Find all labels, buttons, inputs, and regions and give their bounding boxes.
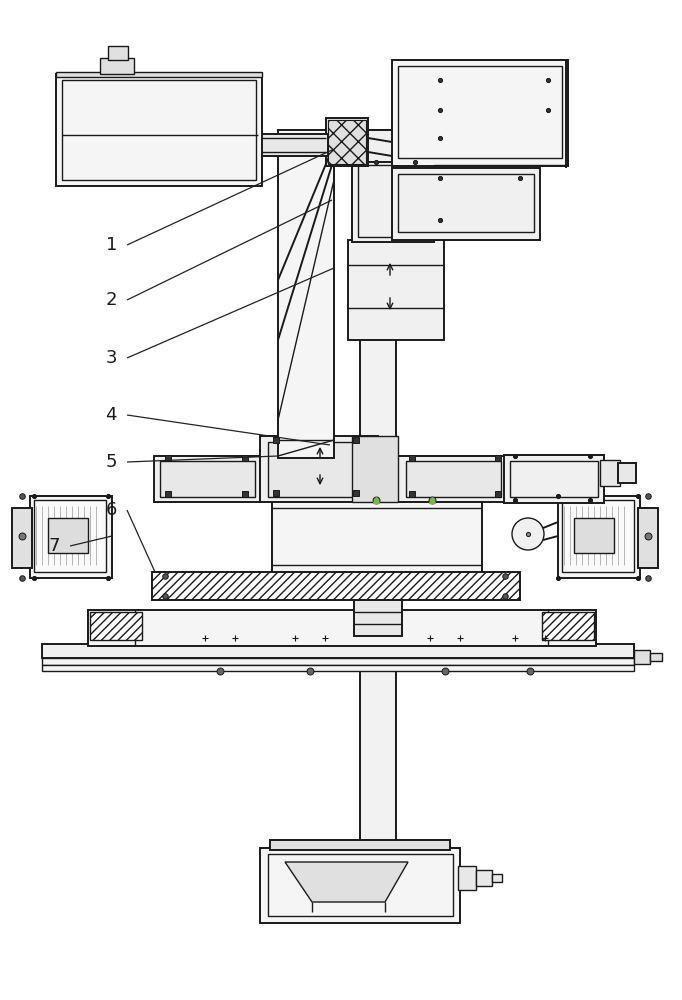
Circle shape — [512, 518, 544, 550]
Polygon shape — [285, 862, 408, 902]
Bar — [326, 118, 368, 166]
Bar — [56, 72, 262, 77]
Bar — [634, 650, 650, 664]
Bar — [12, 508, 32, 568]
Bar — [160, 461, 255, 497]
Text: 4: 4 — [106, 406, 117, 424]
Bar — [48, 518, 88, 553]
Bar — [354, 600, 402, 636]
Bar — [574, 518, 614, 553]
Text: 5: 5 — [106, 453, 117, 471]
Bar — [260, 848, 460, 923]
Bar — [256, 134, 328, 156]
Bar — [398, 174, 534, 232]
Bar — [510, 461, 598, 497]
Bar — [356, 498, 400, 573]
Text: 2: 2 — [106, 291, 117, 309]
Bar — [558, 496, 640, 578]
Bar — [638, 508, 658, 568]
Bar — [600, 460, 620, 486]
Bar — [542, 612, 594, 640]
Bar — [458, 866, 476, 890]
Bar — [398, 66, 562, 158]
Bar — [90, 612, 142, 640]
Bar — [504, 455, 604, 503]
Bar — [360, 130, 396, 845]
Bar — [362, 130, 416, 162]
Bar — [278, 130, 334, 458]
Bar — [348, 240, 444, 340]
Bar — [260, 436, 378, 502]
Bar — [562, 500, 634, 572]
Bar — [392, 60, 568, 166]
Bar — [30, 496, 112, 578]
Bar — [42, 644, 634, 658]
Bar — [268, 442, 371, 497]
Bar — [406, 461, 501, 497]
Bar — [492, 874, 502, 882]
Bar — [398, 456, 506, 502]
Bar — [56, 74, 262, 186]
Bar — [62, 80, 256, 180]
Bar — [270, 840, 450, 850]
Bar — [272, 498, 482, 573]
Bar — [352, 436, 398, 502]
Bar — [392, 168, 540, 240]
Bar — [476, 870, 492, 886]
Bar — [154, 456, 260, 502]
Bar — [358, 165, 428, 237]
Bar — [352, 160, 434, 242]
Bar — [42, 665, 634, 671]
Bar — [268, 854, 453, 916]
Bar — [88, 610, 596, 646]
Bar — [100, 58, 134, 74]
Bar — [618, 463, 636, 483]
Text: 3: 3 — [106, 349, 117, 367]
Text: 6: 6 — [106, 501, 117, 519]
Bar — [34, 500, 106, 572]
Text: 7: 7 — [48, 537, 60, 555]
Bar — [42, 658, 634, 665]
Text: 1: 1 — [106, 236, 117, 254]
Bar — [328, 120, 366, 164]
Bar — [650, 653, 662, 661]
Bar — [108, 46, 128, 60]
Bar — [152, 572, 520, 600]
